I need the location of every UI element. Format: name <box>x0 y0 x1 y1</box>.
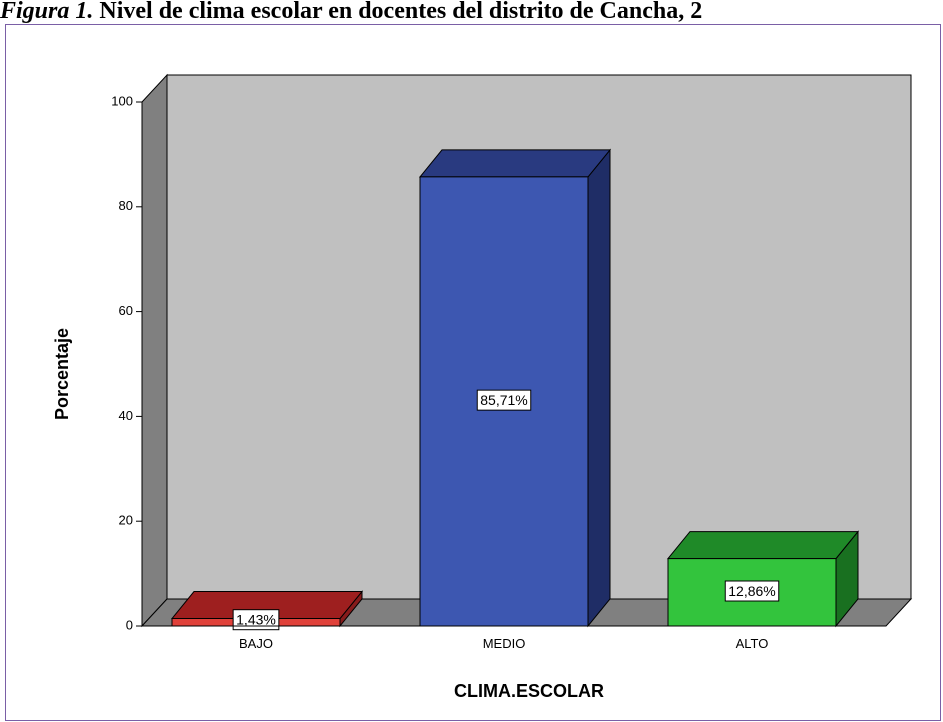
side-wall <box>141 73 168 628</box>
bar-top <box>418 149 612 178</box>
data-label-text: 1,43% <box>236 612 276 628</box>
figure-caption: Figura 1. Nivel de clima escolar en doce… <box>0 0 943 26</box>
bar-side <box>587 148 611 628</box>
chart-frame: 1,43% 85,71% 12,86% BAJO MEDIO ALTO 0 20 40 60 80… <box>5 24 941 721</box>
bar-top <box>666 531 860 560</box>
x-tick-label: MEDIO <box>483 636 526 651</box>
y-tick-label: 60 <box>119 303 133 318</box>
x-axis-title: CLIMA.ESCOLAR <box>454 681 604 701</box>
y-tick-label: 20 <box>119 513 133 528</box>
bar-chart: 1,43% 85,71% 12,86% BAJO MEDIO ALTO 0 20 40 60 80… <box>52 73 913 701</box>
y-tick-label: 100 <box>111 93 133 108</box>
x-tick-label: ALTO <box>736 636 769 651</box>
data-label-text: 12,86% <box>728 583 775 599</box>
y-tick-label: 40 <box>119 408 133 423</box>
figure-caption-lead: Figura 1. <box>0 0 94 24</box>
data-label: 12,86% <box>724 580 780 602</box>
x-tick-label: BAJO <box>239 636 273 651</box>
data-label: 1,43% <box>232 609 280 631</box>
figure-caption-text: Nivel de clima escolar en docentes del d… <box>93 0 703 24</box>
bar-alto <box>666 530 860 628</box>
bar-medio <box>418 148 612 628</box>
y-tick-label: 0 <box>126 617 133 632</box>
data-label: 85,71% <box>476 389 532 411</box>
y-axis-title: Porcentaje <box>52 328 72 420</box>
y-tick-label: 80 <box>119 198 133 213</box>
data-label-text: 85,71% <box>480 392 527 408</box>
